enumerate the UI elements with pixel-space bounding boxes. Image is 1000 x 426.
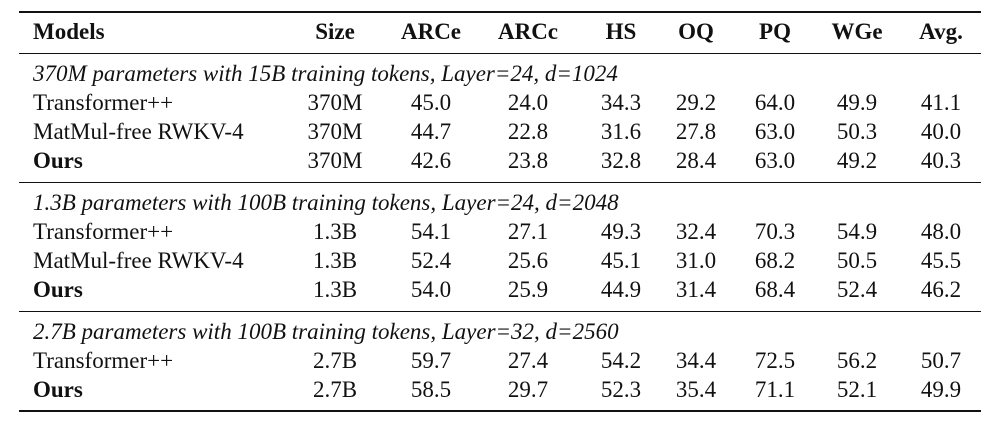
model-name: MatMul-free RWKV-4 xyxy=(33,248,244,273)
cell-hs: 49.3 xyxy=(600,219,642,244)
cell-wge: 56.2 xyxy=(836,348,878,373)
cell-oq: 29.2 xyxy=(675,90,717,115)
cell-arcc: 25.6 xyxy=(507,248,549,273)
header-models: Models xyxy=(33,19,105,44)
group-rule xyxy=(19,311,981,312)
cell-hs: 34.3 xyxy=(600,90,642,115)
cell-wge: 50.3 xyxy=(836,119,878,144)
cell-hs: 45.1 xyxy=(600,248,642,273)
cell-avg: 50.7 xyxy=(920,348,962,373)
cell-pq: 68.2 xyxy=(754,248,796,273)
cell-wge: 50.5 xyxy=(836,248,878,273)
cell-wge: 54.9 xyxy=(836,219,878,244)
header-wge: WGe xyxy=(831,19,883,44)
group-title-370m: 370M parameters with 15B training tokens… xyxy=(33,61,618,86)
cell-oq: 35.4 xyxy=(675,377,717,402)
header-arce: ARCe xyxy=(400,19,462,44)
model-name: Transformer++ xyxy=(33,219,174,244)
cell-size: 1.3B xyxy=(312,219,358,244)
model-name: MatMul-free RWKV-4 xyxy=(33,119,244,144)
cell-arce: 59.7 xyxy=(410,348,452,373)
cell-hs: 52.3 xyxy=(600,377,642,402)
cell-avg: 41.1 xyxy=(920,90,962,115)
top-rule xyxy=(19,11,981,13)
cell-arcc: 23.8 xyxy=(507,148,549,173)
cell-pq: 68.4 xyxy=(754,277,796,302)
cell-arce: 54.1 xyxy=(410,219,452,244)
table-row: Ours 1.3B 54.0 25.9 44.9 31.4 68.4 52.4 … xyxy=(19,275,981,304)
group-title-2-7b: 2.7B parameters with 100B training token… xyxy=(33,319,619,344)
cell-avg: 49.9 xyxy=(920,377,962,402)
table-row: Transformer++ 370M 45.0 24.0 34.3 29.2 6… xyxy=(19,88,981,117)
cell-avg: 46.2 xyxy=(920,277,962,302)
cell-pq: 71.1 xyxy=(754,377,796,402)
cell-size: 370M xyxy=(307,90,363,115)
cell-arce: 52.4 xyxy=(410,248,452,273)
cell-arce: 58.5 xyxy=(410,377,452,402)
cell-hs: 54.2 xyxy=(600,348,642,373)
cell-oq: 32.4 xyxy=(675,219,717,244)
cell-oq: 34.4 xyxy=(675,348,717,373)
cell-arce: 42.6 xyxy=(410,148,452,173)
cell-avg: 45.5 xyxy=(920,248,962,273)
cell-avg: 48.0 xyxy=(920,219,962,244)
cell-arcc: 29.7 xyxy=(507,377,549,402)
cell-wge: 52.1 xyxy=(836,377,878,402)
model-name: Ours xyxy=(33,277,83,302)
table-row: Transformer++ 2.7B 59.7 27.4 54.2 34.4 7… xyxy=(19,346,981,375)
cell-oq: 28.4 xyxy=(675,148,717,173)
cell-pq: 72.5 xyxy=(754,348,796,373)
cell-oq: 31.0 xyxy=(675,248,717,273)
table-row: MatMul-free RWKV-4 1.3B 52.4 25.6 45.1 3… xyxy=(19,246,981,275)
header-pq: PQ xyxy=(759,19,791,44)
model-name: Ours xyxy=(33,377,83,402)
cell-avg: 40.3 xyxy=(920,148,962,173)
header-avg: Avg. xyxy=(919,19,963,44)
results-table: Models Size ARCe ARCc HS OQ PQ WGe Avg. … xyxy=(19,0,981,426)
table-row: Transformer++ 1.3B 54.1 27.1 49.3 32.4 7… xyxy=(19,217,981,246)
cell-arcc: 27.4 xyxy=(507,348,549,373)
cell-wge: 49.2 xyxy=(836,148,878,173)
group-rule xyxy=(19,182,981,183)
cell-arce: 45.0 xyxy=(410,90,452,115)
cell-arcc: 27.1 xyxy=(507,219,549,244)
cell-hs: 44.9 xyxy=(600,277,642,302)
cell-arcc: 25.9 xyxy=(507,277,549,302)
cell-arce: 54.0 xyxy=(410,277,452,302)
model-name: Transformer++ xyxy=(33,90,174,115)
table-row: MatMul-free RWKV-4 370M 44.7 22.8 31.6 2… xyxy=(19,117,981,146)
cell-size: 370M xyxy=(307,119,363,144)
model-name: Transformer++ xyxy=(33,348,174,373)
cell-hs: 31.6 xyxy=(600,119,642,144)
header-row: Models Size ARCe ARCc HS OQ PQ WGe Avg. xyxy=(19,17,981,46)
table-row: Ours 370M 42.6 23.8 32.8 28.4 63.0 49.2 … xyxy=(19,146,981,175)
cell-size: 2.7B xyxy=(312,348,358,373)
bottom-rule xyxy=(19,410,981,412)
cell-size: 1.3B xyxy=(312,277,358,302)
cell-pq: 63.0 xyxy=(754,119,796,144)
cell-oq: 27.8 xyxy=(675,119,717,144)
cell-wge: 49.9 xyxy=(836,90,878,115)
cell-arce: 44.7 xyxy=(410,119,452,144)
header-rule xyxy=(19,53,981,54)
cell-wge: 52.4 xyxy=(836,277,878,302)
header-arcc: ARCc xyxy=(497,19,559,44)
cell-size: 370M xyxy=(307,148,363,173)
cell-avg: 40.0 xyxy=(920,119,962,144)
group-title-1-3b: 1.3B parameters with 100B training token… xyxy=(33,190,619,215)
header-size: Size xyxy=(315,19,355,44)
table-row: Ours 2.7B 58.5 29.7 52.3 35.4 71.1 52.1 … xyxy=(19,375,981,404)
cell-oq: 31.4 xyxy=(675,277,717,302)
model-name: Ours xyxy=(33,148,83,173)
cell-size: 1.3B xyxy=(312,248,358,273)
cell-arcc: 22.8 xyxy=(507,119,549,144)
cell-pq: 63.0 xyxy=(754,148,796,173)
header-oq: OQ xyxy=(678,19,714,44)
cell-pq: 64.0 xyxy=(754,90,796,115)
cell-pq: 70.3 xyxy=(754,219,796,244)
header-hs: HS xyxy=(605,19,637,44)
cell-hs: 32.8 xyxy=(600,148,642,173)
cell-arcc: 24.0 xyxy=(507,90,549,115)
cell-size: 2.7B xyxy=(312,377,358,402)
